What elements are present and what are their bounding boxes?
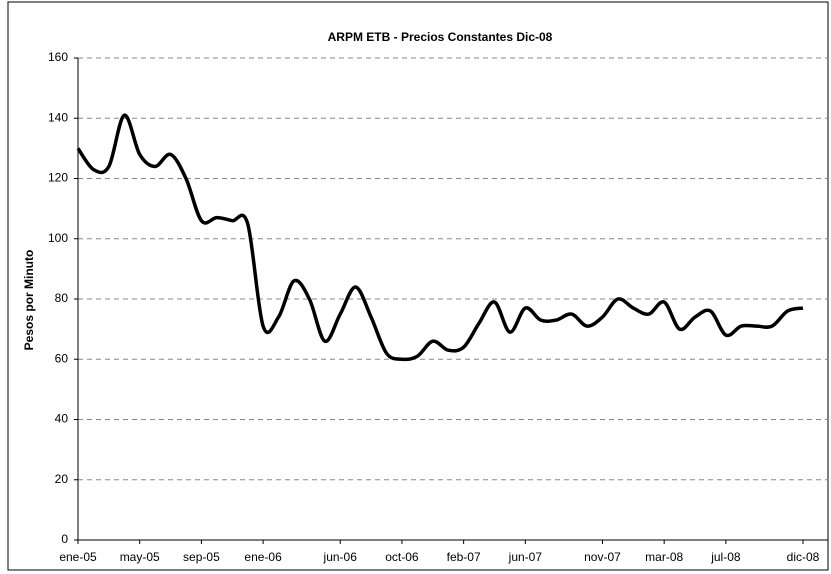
- chart-frame: [7, 1, 829, 571]
- x-tick-label: jul-08: [710, 550, 741, 564]
- y-tick-label: 160: [48, 50, 68, 64]
- y-tick-label: 40: [55, 412, 69, 426]
- x-tick-label: nov-07: [584, 550, 621, 564]
- x-tick-label: jun-06: [323, 550, 358, 564]
- x-tick-label: ene-06: [244, 550, 282, 564]
- y-tick-label: 80: [55, 291, 69, 305]
- y-tick-label: 0: [61, 532, 68, 546]
- y-tick-label: 140: [48, 110, 68, 124]
- y-tick-label: 20: [55, 472, 69, 486]
- y-tick-label: 100: [48, 231, 68, 245]
- x-tick-label: feb-07: [447, 550, 481, 564]
- y-tick-label: 120: [48, 171, 68, 185]
- x-tick-label: may-05: [120, 550, 160, 564]
- x-tick-label: sep-05: [183, 550, 220, 564]
- x-tick-label: jun-07: [508, 550, 543, 564]
- line-series: [76, 113, 804, 362]
- y-axis-label: Pesos por Minuto: [22, 250, 36, 351]
- chart-title: ARPM ETB - Precios Constantes Dic-08: [328, 30, 553, 44]
- y-tick-label: 60: [55, 351, 69, 365]
- x-tick-label: oct-06: [385, 550, 419, 564]
- x-tick-label: mar-08: [645, 550, 683, 564]
- x-tick-label: dic-08: [787, 550, 820, 564]
- x-tick-label: ene-05: [59, 550, 97, 564]
